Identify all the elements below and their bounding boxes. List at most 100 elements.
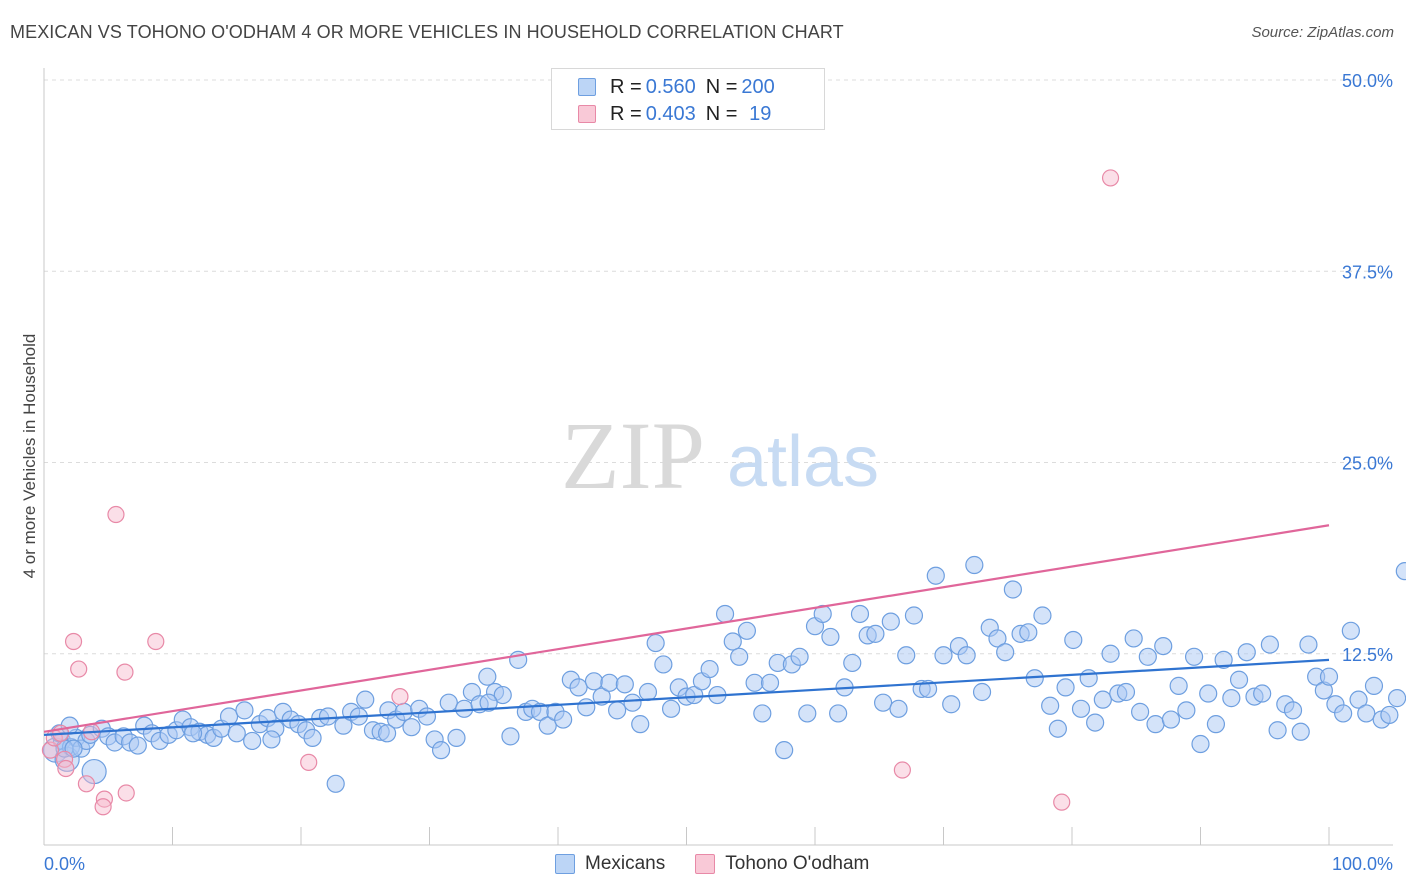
- point-mexicans: [753, 704, 772, 723]
- mexicans-legend-swatch: [555, 854, 575, 874]
- point-mexicans: [723, 632, 742, 651]
- point-mexicans: [615, 675, 634, 694]
- point-mexicans: [243, 731, 262, 751]
- y-tick-label: 37.5%: [1342, 262, 1393, 282]
- legend-item-mexicans[interactable]: Mexicans: [555, 853, 665, 875]
- point-mexicans: [1169, 676, 1188, 695]
- source-credit: Source: ZipAtlas.com: [1251, 24, 1394, 41]
- gridlines: [44, 79, 1393, 655]
- axes: [43, 68, 1393, 846]
- point-mexicans: [479, 693, 498, 712]
- point-mexicans: [235, 701, 254, 720]
- r-label: R =: [610, 102, 642, 125]
- point-mexicans: [1003, 580, 1022, 599]
- y-tick-label: 12.5%: [1342, 645, 1393, 665]
- point-mexicans: [1064, 630, 1083, 650]
- point-mexicans: [1395, 562, 1406, 581]
- point-mexicans: [431, 741, 451, 760]
- tohono-n-value: 19: [749, 102, 772, 125]
- chart-title: MEXICAN VS TOHONO O'ODHAM 4 OR MORE VEHI…: [10, 22, 844, 42]
- point-mexicans: [1184, 647, 1204, 666]
- point-mexicans: [326, 774, 345, 793]
- point-mexicans: [1116, 682, 1136, 702]
- point-mexicans: [926, 566, 945, 585]
- point-mexicans: [538, 716, 557, 735]
- watermark-zip: ZIP: [561, 402, 705, 509]
- legend-row-tohono: R = 0.403 N = 19: [578, 103, 771, 125]
- mexicans-swatch: [578, 78, 596, 96]
- point-mexicans: [1268, 721, 1287, 740]
- point-mexicans: [1071, 699, 1091, 718]
- tohono-legend-label: Tohono O'odham: [725, 853, 870, 874]
- point-mexicans: [1101, 644, 1120, 663]
- point-mexicans: [1199, 684, 1218, 703]
- point-mexicans: [1214, 650, 1233, 669]
- point-mexicans: [183, 724, 203, 743]
- point-mexicans: [843, 653, 862, 673]
- tohono-legend-swatch: [695, 854, 716, 874]
- point-tohono: [117, 784, 135, 802]
- point-mexicans: [1349, 690, 1368, 709]
- point-tohono: [94, 798, 112, 816]
- point-mexicans: [1177, 701, 1196, 720]
- point-mexicans: [1237, 643, 1256, 662]
- point-mexicans: [798, 704, 817, 723]
- point-mexicans: [685, 685, 704, 705]
- point-mexicans: [1124, 629, 1143, 648]
- point-mexicans: [904, 606, 924, 625]
- point-mexicans: [219, 707, 239, 726]
- y-tick-label: 50.0%: [1342, 71, 1393, 91]
- point-mexicans: [661, 699, 681, 718]
- point-mexicans: [1191, 734, 1210, 754]
- point-mexicans: [631, 715, 650, 734]
- point-mexicans: [577, 698, 596, 717]
- point-mexicans: [623, 693, 642, 712]
- point-tohono: [70, 660, 88, 678]
- point-mexicans: [1319, 667, 1339, 686]
- point-mexicans: [1033, 606, 1052, 625]
- point-mexicans: [1161, 710, 1181, 729]
- x-tick-label-min: 0.0%: [44, 854, 85, 874]
- point-tohono: [64, 632, 83, 651]
- point-mexicans: [737, 621, 756, 640]
- trend-line-tohono: [43, 524, 1330, 733]
- point-mexicans: [745, 673, 764, 692]
- mexicans-r-value: 0.560: [645, 75, 696, 98]
- point-mexicans: [1086, 713, 1105, 732]
- point-mexicans: [790, 647, 809, 666]
- point-mexicans: [493, 685, 512, 705]
- point-mexicans: [600, 673, 619, 692]
- point-mexicans: [1206, 715, 1226, 734]
- point-mexicans: [1260, 635, 1279, 654]
- point-tohono: [77, 775, 96, 793]
- point-tohono: [57, 759, 75, 778]
- point-mexicans: [584, 672, 604, 691]
- point-mexicans: [942, 695, 961, 714]
- point-mexicans: [501, 727, 520, 746]
- mexicans-legend-label: Mexicans: [585, 853, 666, 874]
- point-mexicans: [262, 730, 281, 749]
- point-mexicans: [918, 679, 938, 699]
- point-tohono: [147, 632, 165, 651]
- point-mexicans: [1380, 705, 1399, 725]
- legend-item-tohono[interactable]: Tohono O'odham: [695, 853, 869, 875]
- point-mexicans: [227, 724, 246, 743]
- point-mexicans: [608, 701, 627, 720]
- point-mexicans: [934, 646, 953, 665]
- point-mexicans: [760, 673, 780, 692]
- point-mexicans: [1341, 621, 1360, 640]
- point-mexicans: [303, 728, 322, 748]
- point-mexicans: [447, 728, 466, 748]
- trend-lines: [43, 524, 1330, 736]
- point-mexicans: [1229, 670, 1249, 689]
- point-mexicans: [318, 707, 338, 726]
- point-mexicans: [957, 646, 976, 665]
- point-mexicans: [730, 647, 749, 666]
- point-mexicans: [897, 646, 916, 665]
- point-mexicans: [1146, 715, 1165, 734]
- point-tohono: [107, 505, 125, 524]
- tohono-r-value: 0.403: [645, 102, 696, 125]
- stats-legend: R = 0.560 N = 200 R = 0.403 N = 19: [551, 68, 825, 130]
- point-mexicans: [439, 693, 458, 712]
- point-mexicans: [1048, 719, 1067, 738]
